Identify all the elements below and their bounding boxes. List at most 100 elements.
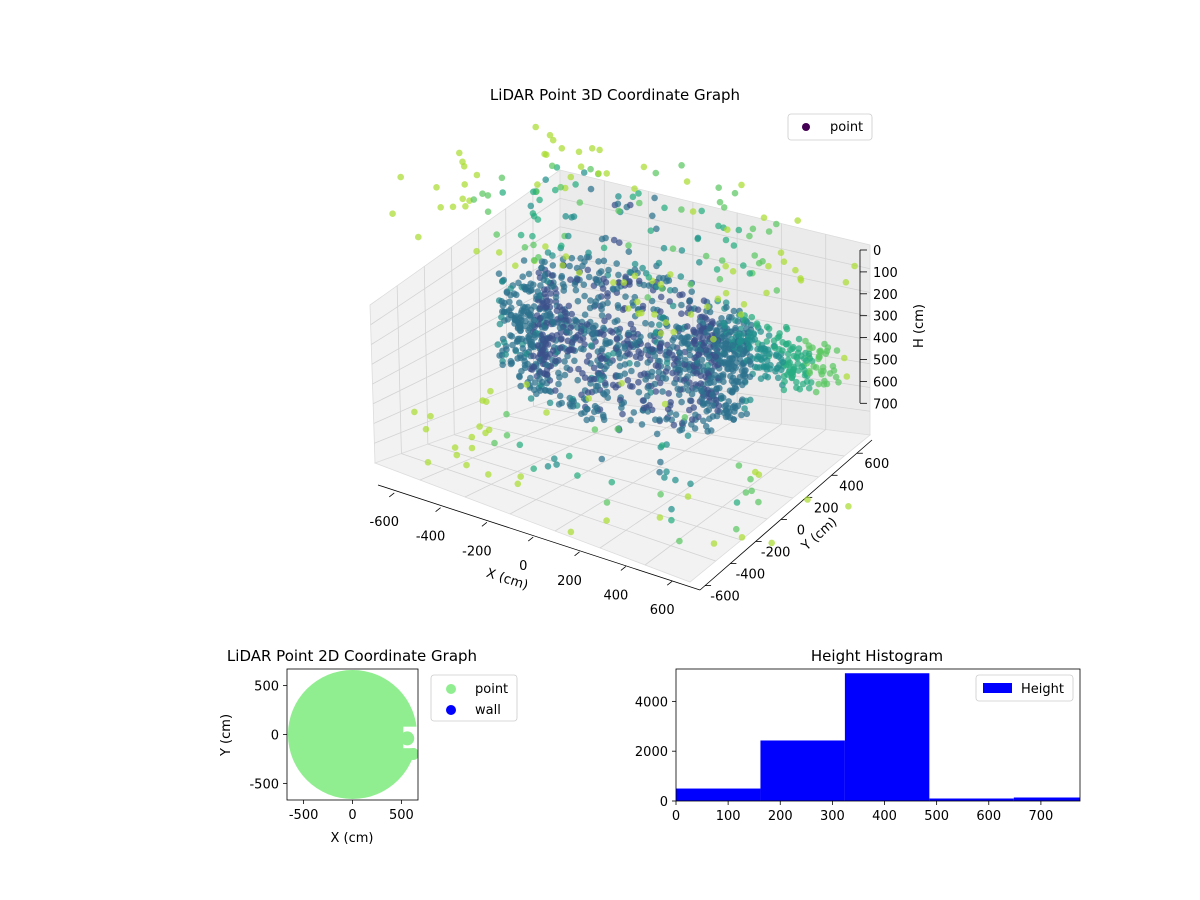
scatter-point-3d <box>679 291 686 298</box>
scatter-point-3d <box>540 276 547 284</box>
scatter-point-3d <box>817 347 824 355</box>
scatter-point-3d <box>685 340 692 348</box>
x-tick-label-hist: 300 <box>820 809 845 824</box>
scatter-point-3d <box>463 461 470 469</box>
scatter-point-3d <box>613 260 620 267</box>
scatter-point-3d <box>604 290 611 297</box>
scatter-point-3d <box>729 268 737 275</box>
scatter-point-3d <box>571 357 578 365</box>
legend-marker-height <box>983 683 1012 693</box>
scatter-point-3d <box>520 257 528 264</box>
scatter-point-3d <box>712 353 719 360</box>
scatter-point-3d <box>738 361 746 369</box>
scatter-point-3d <box>653 225 660 233</box>
scatter-point-3d <box>639 264 646 272</box>
scatter-point-3d <box>678 398 685 406</box>
scatter-point-3d <box>499 361 507 369</box>
x-tick-label-hist: 600 <box>976 809 1001 824</box>
x-tick-3d <box>481 522 488 527</box>
grid-line-3d <box>454 434 768 520</box>
scatter-point-3d <box>657 330 665 337</box>
scatter-point-3d <box>498 313 505 321</box>
scatter-point-3d <box>552 357 559 365</box>
scatter-point-3d <box>818 371 826 378</box>
scatter-point-3d <box>713 412 721 420</box>
scatter-point-3d <box>781 378 788 385</box>
scatter-point-3d <box>530 303 538 310</box>
scatter-point-3d <box>716 198 724 206</box>
scatter-point-3d <box>567 346 575 353</box>
z-tick-label-3d: 0 <box>873 244 881 259</box>
grid-line-3d <box>480 424 793 499</box>
scatter-point-3d <box>624 377 632 384</box>
scatter-point-3d <box>656 274 663 282</box>
scatter-point-3d <box>622 273 629 281</box>
scatter-point-3d <box>560 287 568 294</box>
scatter-point-3d <box>749 225 757 233</box>
scatter-point-3d <box>704 303 711 311</box>
scatter-point-3d <box>723 304 730 311</box>
histogram-bar <box>929 798 1014 801</box>
scatter-point-3d <box>596 146 603 154</box>
scatter-point-3d <box>519 273 526 281</box>
y-tick-label-3d: -200 <box>761 545 791 560</box>
x-tick-label-2d: -500 <box>289 808 319 823</box>
scatter-point-3d <box>742 397 750 405</box>
scatter-point-3d <box>656 379 664 387</box>
scatter-point-3d <box>715 222 722 230</box>
scatter-point-3d <box>630 333 637 341</box>
histogram-bars <box>676 673 1080 801</box>
scatter-point-3d <box>532 123 539 131</box>
scatter-point-3d <box>721 350 728 358</box>
scatter-point-3d <box>614 425 622 433</box>
scatter-point-3d <box>760 214 768 221</box>
scatter-point-3d <box>635 190 642 197</box>
scatter-point-3d <box>574 472 581 479</box>
scatter-point-3d <box>600 324 607 332</box>
x-tick-3d <box>389 492 395 498</box>
scatter-point-3d <box>726 414 734 421</box>
legend-marker-wall-2d <box>446 705 456 715</box>
y-tick-label-2d: -500 <box>249 777 279 792</box>
scatter-point-3d <box>660 314 667 321</box>
scatter-point-3d <box>461 181 469 188</box>
scatter-point-3d <box>482 429 489 437</box>
scatter-point-3d <box>639 397 647 404</box>
scatter-point-3d <box>468 433 476 441</box>
scatter-point-3d <box>751 252 758 259</box>
scatter-point-3d <box>658 442 666 449</box>
grid-line-3d <box>559 226 871 293</box>
scatter-point-3d <box>530 212 538 220</box>
scatter-point-3d <box>562 253 570 260</box>
scatter-point-3d <box>529 232 536 240</box>
scatter-point-3d <box>566 262 573 270</box>
scatter-point-3d <box>806 369 813 377</box>
points-3d <box>389 123 858 547</box>
scatter-point-3d <box>703 329 710 336</box>
legend-frame-histogram <box>975 674 1074 702</box>
scatter-point-3d <box>645 274 653 281</box>
scatter-point-3d <box>794 349 802 357</box>
scatter-point-3d <box>793 384 800 392</box>
point-cloud-blob <box>407 748 418 761</box>
scatter-point-3d <box>704 428 711 435</box>
scatter-point-3d <box>567 528 575 536</box>
scatter-point-3d <box>704 362 712 369</box>
scatter-point-3d <box>763 357 771 364</box>
scatter-point-3d <box>595 170 602 177</box>
scatter-point-3d <box>714 295 722 303</box>
scatter-point-3d <box>684 323 691 330</box>
scatter-point-3d <box>684 493 692 500</box>
scatter-point-3d <box>657 458 664 466</box>
grid-line-3d <box>401 453 716 562</box>
y-tick-label-3d: 400 <box>839 479 864 494</box>
scatter-point-3d <box>732 317 739 324</box>
scatter-point-3d <box>634 298 641 306</box>
point-region-2d <box>287 669 418 800</box>
scatter-point-3d <box>616 354 624 362</box>
scatter-point-3d <box>389 210 396 217</box>
scatter-point-3d <box>578 410 585 418</box>
scatter-point-3d <box>621 343 629 350</box>
x-tick-label-3d: -600 <box>370 515 400 530</box>
scatter-point-3d <box>588 145 596 152</box>
